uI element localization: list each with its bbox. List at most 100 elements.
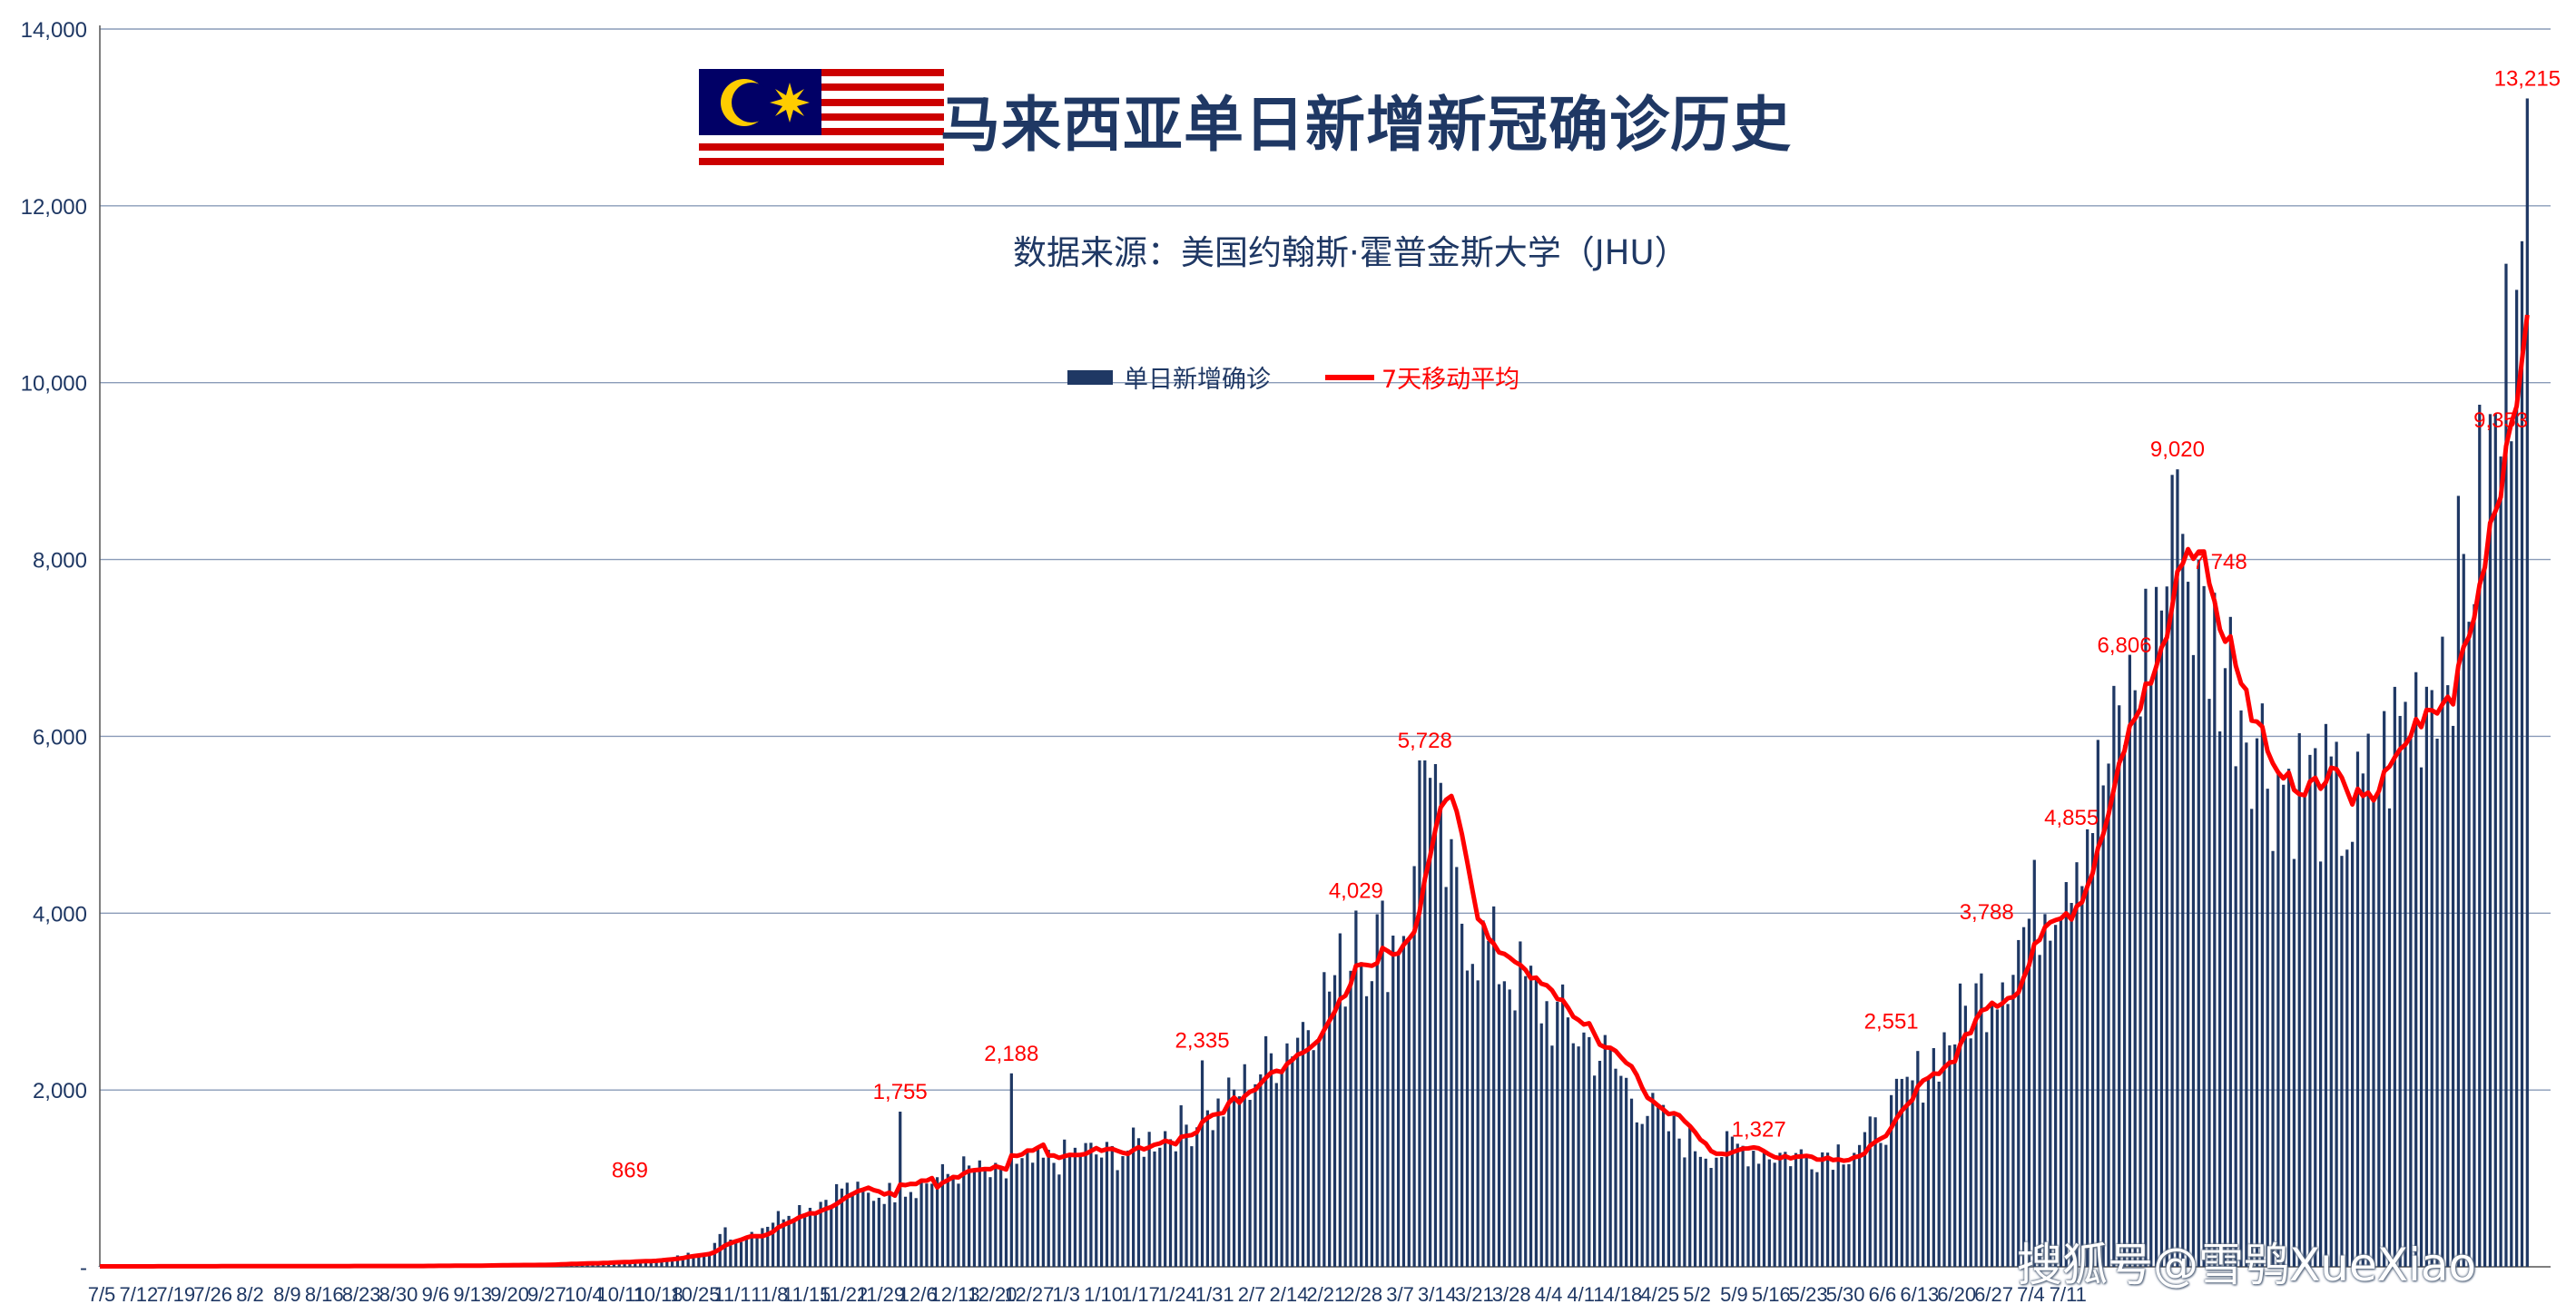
bar [2504,263,2508,1267]
bar [1015,1163,1018,1267]
bar [930,1183,934,1267]
x-tick-label: 7/19 [156,1283,195,1306]
bar [1990,1003,1994,1267]
bar [2223,668,2227,1267]
bar [1985,1032,1989,1267]
bar [1057,1174,1061,1267]
bar [1683,1157,1686,1267]
bar [1126,1150,1130,1267]
data-label: 6,806 [2098,633,2152,658]
bar [962,1156,966,1267]
bar [978,1160,981,1267]
bar [1688,1126,1692,1267]
x-tick-label: 3/14 [1418,1283,1457,1306]
bar [2409,737,2413,1267]
bar [1640,1123,1644,1267]
x-tick-label: 12/6 [899,1283,938,1306]
bar [787,1215,791,1267]
bar [1243,1064,1246,1267]
bar [1836,1144,1840,1267]
bar [1147,1132,1151,1267]
bar [983,1169,987,1267]
x-tick-label: 7/5 [88,1283,116,1306]
bar [1513,1010,1517,1267]
bar [1794,1152,1798,1267]
bar [1004,1178,1008,1267]
bar [1519,941,1522,1267]
x-tick-label: 4/11 [1567,1283,1604,1306]
bar [925,1183,929,1267]
bar [2187,582,2190,1267]
x-tick-label: 3/28 [1492,1283,1531,1306]
x-tick-label: 6/27 [1974,1283,2013,1306]
bar [1821,1152,1824,1267]
bar [1922,1103,1925,1267]
bar [1354,910,1358,1267]
bar [2112,685,2116,1267]
x-tick-label: 11/29 [857,1283,905,1306]
bar [2351,841,2355,1267]
bar [703,1252,706,1267]
y-tick-label: 10,000 [21,372,87,397]
x-tick-label: 1/31 [1195,1283,1234,1306]
bar [2054,925,2058,1267]
bar [951,1175,955,1267]
bar [1894,1078,1899,1267]
bar [1778,1152,1782,1267]
bar [2393,686,2396,1267]
bar [1847,1163,1851,1267]
bar [1099,1157,1104,1267]
x-tick-label: 11/8 [751,1283,788,1306]
bar [2118,705,2121,1267]
bar [2255,738,2259,1267]
bar [2493,413,2497,1267]
bar [1481,920,1485,1267]
bar [1529,966,1533,1267]
x-tick-label: 7/26 [193,1283,232,1306]
bar [2318,861,2323,1267]
data-label: 7,748 [2193,550,2247,574]
bar [824,1200,828,1267]
bar [2075,862,2079,1267]
bar [1815,1172,1819,1267]
x-tick-label: 7/4 [2017,1283,2045,1306]
bar [1084,1142,1087,1267]
bar [2520,240,2524,1267]
bar [914,1198,918,1267]
bar [2387,808,2392,1267]
bar [1741,1145,1745,1267]
chart-subtitle: 数据来源：美国约翰斯·霍普金斯大学（JHU） [1013,233,1688,272]
bar [1560,984,1565,1267]
bar [2159,610,2164,1267]
x-tick-label: 5/9 [1720,1283,1748,1306]
x-tick-label: 4/4 [1535,1283,1563,1306]
data-label: 13,215 [2494,66,2561,91]
bar [2510,441,2513,1267]
bar [681,1256,684,1267]
bar [1539,1023,1543,1267]
x-tick-label: 9/6 [422,1283,450,1306]
bar [1338,933,1342,1267]
x-tick-label: 7/11 [2050,1283,2087,1306]
bar [782,1219,785,1267]
bar [1041,1157,1045,1267]
bar [1598,1061,1602,1267]
bar [761,1228,764,1267]
bar [2282,784,2286,1267]
bar [1937,1081,1941,1267]
bar [903,1196,908,1267]
bar [2218,731,2222,1267]
bar [1248,1100,1252,1267]
bar [713,1242,716,1267]
bar [1715,1157,1718,1267]
bar [2488,414,2492,1268]
bar [2138,716,2142,1267]
bar [1619,1075,1623,1267]
data-label: 2,335 [1175,1029,1230,1054]
x-tick-label: 3/21 [1455,1283,1494,1306]
bar [2446,685,2450,1267]
bar [2070,903,2073,1267]
bar [1153,1151,1156,1267]
bar [2038,955,2041,1267]
bar [2017,939,2020,1267]
